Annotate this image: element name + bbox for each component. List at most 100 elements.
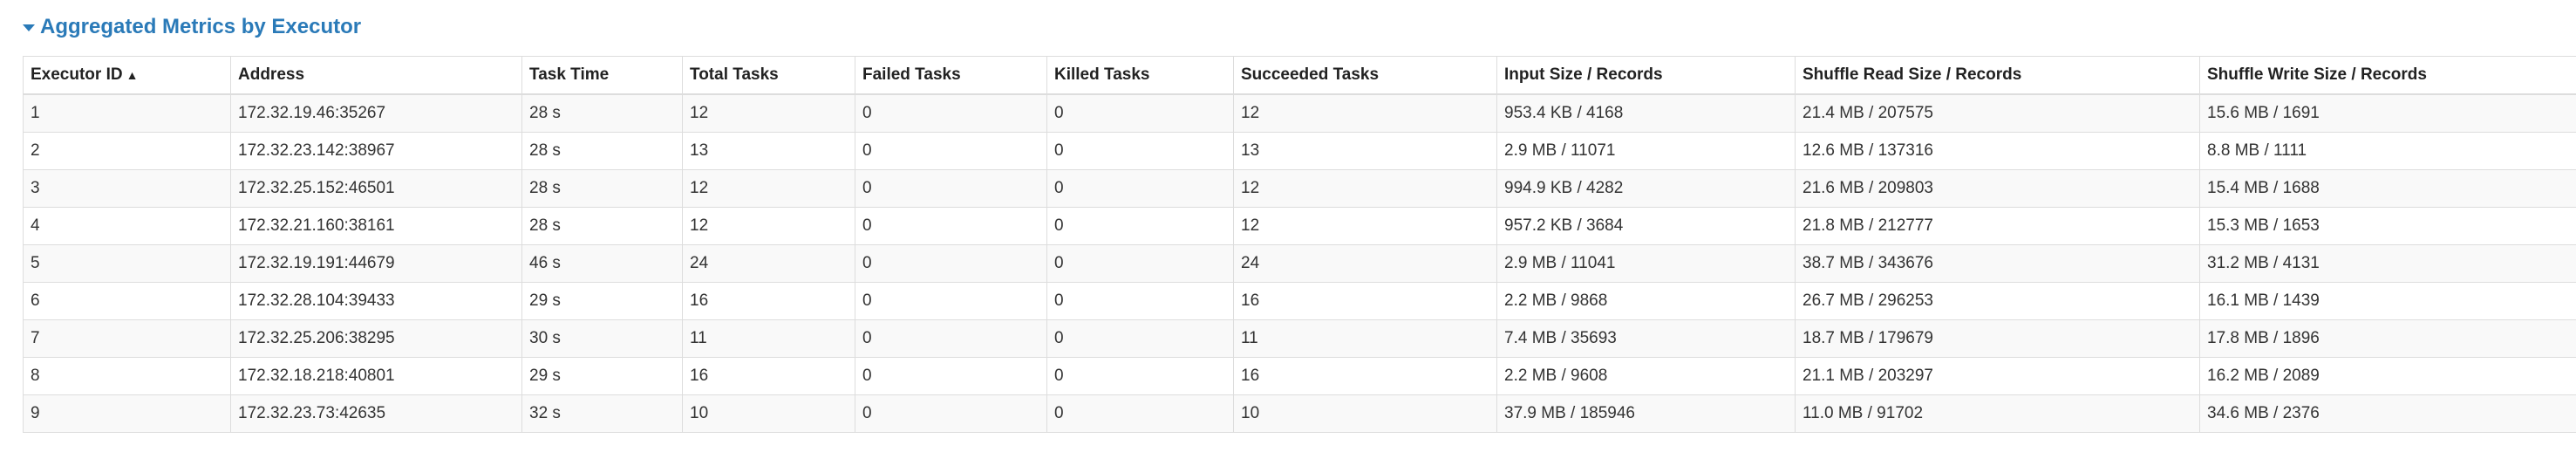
cell-shuffle-read-size-records: 21.1 MB / 203297 <box>1795 357 2200 395</box>
cell-task-time: 46 s <box>521 244 683 283</box>
cell-input-size-records: 994.9 KB / 4282 <box>1496 169 1796 208</box>
cell-task-time: 29 s <box>521 357 683 395</box>
cell-address: 172.32.25.206:38295 <box>230 319 522 358</box>
cell-shuffle-write-size-records: 16.2 MB / 2089 <box>2199 357 2576 395</box>
cell-executor-id: 3 <box>23 169 231 208</box>
column-header-shuffle-read-size-records[interactable]: Shuffle Read Size / Records <box>1795 56 2200 95</box>
collapse-arrow-icon <box>23 24 35 31</box>
cell-input-size-records: 2.2 MB / 9608 <box>1496 357 1796 395</box>
table-row: 6 172.32.28.104:39433 29 s 16 0 0 16 2.2 MB / 9… <box>23 282 2576 320</box>
cell-killed-tasks: 0 <box>1046 282 1234 320</box>
column-header-label: Executor ID <box>31 65 123 84</box>
cell-total-tasks: 10 <box>682 394 855 433</box>
cell-failed-tasks: 0 <box>855 93 1047 133</box>
cell-shuffle-read-size-records: 21.8 MB / 212777 <box>1795 207 2200 245</box>
column-header-label: Failed Tasks <box>862 65 961 84</box>
cell-succeeded-tasks: 10 <box>1233 394 1497 433</box>
cell-succeeded-tasks: 11 <box>1233 319 1497 358</box>
column-header-input-size-records[interactable]: Input Size / Records <box>1496 56 1796 95</box>
cell-total-tasks: 12 <box>682 207 855 245</box>
cell-killed-tasks: 0 <box>1046 93 1234 133</box>
table-row: 9 172.32.23.73:42635 32 s 10 0 0 10 37.9 MB / 1… <box>23 394 2576 433</box>
cell-address: 172.32.19.46:35267 <box>230 93 522 133</box>
cell-succeeded-tasks: 12 <box>1233 169 1497 208</box>
cell-executor-id: 7 <box>23 319 231 358</box>
cell-address: 172.32.28.104:39433 <box>230 282 522 320</box>
cell-shuffle-write-size-records: 31.2 MB / 4131 <box>2199 244 2576 283</box>
cell-address: 172.32.23.142:38967 <box>230 132 522 170</box>
cell-shuffle-read-size-records: 38.7 MB / 343676 <box>1795 244 2200 283</box>
cell-failed-tasks: 0 <box>855 319 1047 358</box>
column-header-task-time[interactable]: Task Time <box>521 56 683 95</box>
cell-task-time: 30 s <box>521 319 683 358</box>
cell-succeeded-tasks: 24 <box>1233 244 1497 283</box>
column-header-label: Shuffle Read Size / Records <box>1803 65 2022 84</box>
cell-killed-tasks: 0 <box>1046 394 1234 433</box>
executor-metrics-table-container: Executor ID ▲ Address Task Time Total Tasks F… <box>23 56 2576 433</box>
table-body: 1 172.32.19.46:35267 28 s 12 0 0 12 953.4 KB / … <box>23 93 2576 433</box>
column-header-label: Address <box>238 65 305 84</box>
cell-total-tasks: 16 <box>682 357 855 395</box>
table-header-row: Executor ID ▲ Address Task Time Total Tasks F… <box>23 56 2576 95</box>
column-header-succeeded-tasks[interactable]: Succeeded Tasks <box>1233 56 1497 95</box>
column-header-total-tasks[interactable]: Total Tasks <box>682 56 855 95</box>
column-header-address[interactable]: Address <box>230 56 522 95</box>
cell-shuffle-read-size-records: 18.7 MB / 179679 <box>1795 319 2200 358</box>
cell-shuffle-write-size-records: 17.8 MB / 1896 <box>2199 319 2576 358</box>
cell-task-time: 28 s <box>521 132 683 170</box>
column-header-label: Shuffle Write Size / Records <box>2207 65 2427 84</box>
column-header-executor-id[interactable]: Executor ID ▲ <box>23 56 231 95</box>
table-row: 1 172.32.19.46:35267 28 s 12 0 0 12 953.4 KB / … <box>23 93 2576 133</box>
aggregated-metrics-toggle[interactable]: Aggregated Metrics by Executor <box>23 12 361 42</box>
cell-input-size-records: 2.9 MB / 11041 <box>1496 244 1796 283</box>
cell-shuffle-write-size-records: 16.1 MB / 1439 <box>2199 282 2576 320</box>
cell-total-tasks: 12 <box>682 93 855 133</box>
table-row: 5 172.32.19.191:44679 46 s 24 0 0 24 2.9 MB / 1… <box>23 244 2576 283</box>
cell-failed-tasks: 0 <box>855 169 1047 208</box>
cell-input-size-records: 957.2 KB / 3684 <box>1496 207 1796 245</box>
cell-input-size-records: 7.4 MB / 35693 <box>1496 319 1796 358</box>
cell-shuffle-write-size-records: 8.8 MB / 1111 <box>2199 132 2576 170</box>
cell-total-tasks: 16 <box>682 282 855 320</box>
cell-total-tasks: 13 <box>682 132 855 170</box>
cell-executor-id: 8 <box>23 357 231 395</box>
cell-total-tasks: 11 <box>682 319 855 358</box>
cell-failed-tasks: 0 <box>855 244 1047 283</box>
cell-task-time: 32 s <box>521 394 683 433</box>
cell-shuffle-read-size-records: 26.7 MB / 296253 <box>1795 282 2200 320</box>
column-header-label: Total Tasks <box>690 65 779 84</box>
sort-ascending-icon: ▲ <box>126 68 139 82</box>
cell-shuffle-read-size-records: 11.0 MB / 91702 <box>1795 394 2200 433</box>
column-header-label: Killed Tasks <box>1054 65 1150 84</box>
column-header-label: Task Time <box>529 65 610 84</box>
cell-failed-tasks: 0 <box>855 132 1047 170</box>
column-header-shuffle-write-size-records[interactable]: Shuffle Write Size / Records <box>2199 56 2576 95</box>
section-title: Aggregated Metrics by Executor <box>40 15 362 38</box>
cell-failed-tasks: 0 <box>855 282 1047 320</box>
cell-failed-tasks: 0 <box>855 357 1047 395</box>
table-row: 4 172.32.21.160:38161 28 s 12 0 0 12 957.2 KB /… <box>23 207 2576 245</box>
cell-succeeded-tasks: 16 <box>1233 357 1497 395</box>
cell-task-time: 29 s <box>521 282 683 320</box>
cell-succeeded-tasks: 13 <box>1233 132 1497 170</box>
cell-address: 172.32.25.152:46501 <box>230 169 522 208</box>
column-header-failed-tasks[interactable]: Failed Tasks <box>855 56 1047 95</box>
cell-killed-tasks: 0 <box>1046 357 1234 395</box>
cell-shuffle-read-size-records: 21.6 MB / 209803 <box>1795 169 2200 208</box>
column-header-label: Succeeded Tasks <box>1241 65 1380 84</box>
cell-executor-id: 6 <box>23 282 231 320</box>
table-row: 2 172.32.23.142:38967 28 s 13 0 0 13 2.9 MB / 1… <box>23 132 2576 170</box>
cell-executor-id: 5 <box>23 244 231 283</box>
cell-address: 172.32.21.160:38161 <box>230 207 522 245</box>
cell-input-size-records: 2.9 MB / 11071 <box>1496 132 1796 170</box>
cell-shuffle-write-size-records: 15.3 MB / 1653 <box>2199 207 2576 245</box>
cell-shuffle-write-size-records: 15.4 MB / 1688 <box>2199 169 2576 208</box>
cell-task-time: 28 s <box>521 207 683 245</box>
column-header-killed-tasks[interactable]: Killed Tasks <box>1046 56 1234 95</box>
table-row: 7 172.32.25.206:38295 30 s 11 0 0 11 7.4 MB / 3… <box>23 319 2576 358</box>
cell-task-time: 28 s <box>521 93 683 133</box>
cell-input-size-records: 2.2 MB / 9868 <box>1496 282 1796 320</box>
cell-shuffle-write-size-records: 15.6 MB / 1691 <box>2199 93 2576 133</box>
cell-input-size-records: 37.9 MB / 185946 <box>1496 394 1796 433</box>
cell-succeeded-tasks: 12 <box>1233 207 1497 245</box>
